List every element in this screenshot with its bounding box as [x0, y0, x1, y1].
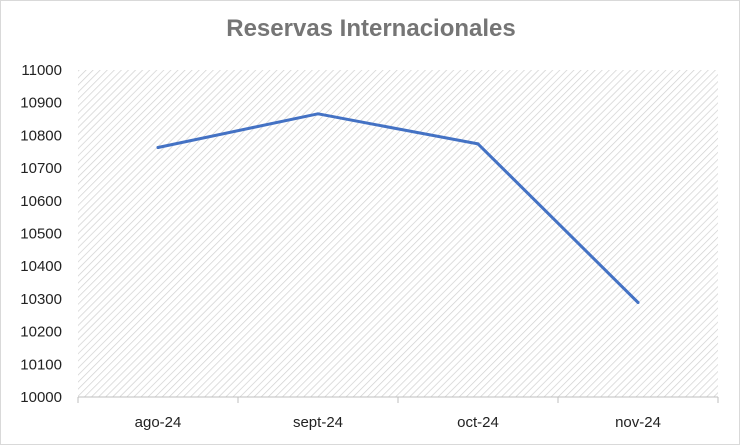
- chart-title: Reservas Internacionales: [226, 15, 516, 42]
- y-tick-label: 10200: [20, 324, 62, 341]
- y-tick-label: 10800: [20, 127, 62, 144]
- plot-area: [78, 70, 718, 397]
- y-tick-label: 10000: [20, 389, 62, 406]
- x-tick-label: ago-24: [135, 414, 182, 431]
- y-tick-label: 10300: [20, 291, 62, 308]
- y-tick-label: 10600: [20, 193, 62, 210]
- data-point: [156, 145, 160, 149]
- data-point: [316, 112, 320, 116]
- y-tick-label: 10400: [20, 258, 62, 275]
- y-tick-label: 10700: [20, 160, 62, 177]
- data-point: [476, 142, 480, 146]
- x-tick-label: oct-24: [457, 414, 499, 431]
- y-tick-label: 10100: [20, 356, 62, 373]
- data-point: [636, 300, 640, 304]
- x-tick-label: nov-24: [615, 414, 661, 431]
- y-tick-label: 11000: [21, 62, 62, 79]
- y-tick-label: 10900: [20, 95, 62, 112]
- x-tick-label: sept-24: [293, 414, 343, 431]
- series-line: [156, 112, 640, 304]
- y-tick-label: 10500: [20, 226, 62, 243]
